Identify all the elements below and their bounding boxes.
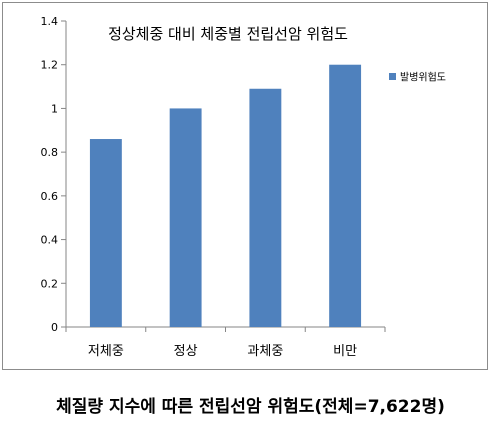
x-axis: 저체중 정상 과체중 비만 <box>65 326 386 359</box>
x-tick-label: 과체중 <box>247 344 283 359</box>
legend-swatch <box>389 73 396 80</box>
y-tick-label: 1.2 <box>41 59 59 72</box>
y-axis: 0 0.2 0.4 0.6 0.8 1 1.2 1.4 <box>41 15 67 334</box>
bar <box>169 108 202 327</box>
x-tick-label: 비만 <box>333 344 357 359</box>
y-tick-label: 1 <box>51 102 58 115</box>
y-tick-label: 0.6 <box>41 190 59 203</box>
x-tick-label: 저체중 <box>88 344 124 359</box>
bar <box>89 139 122 327</box>
y-tick-label: 0.4 <box>41 234 59 247</box>
legend: 발병위험도 <box>389 71 446 84</box>
bar-chart: 정상체중 대비 체중별 전립선암 위험도 0 0.2 0.4 0.6 0.8 1 1.2 1.… <box>41 15 447 359</box>
figure-caption: 체질량 지수에 따른 전립선암 위험도(전체=7,622명) <box>56 397 445 417</box>
y-tick-label: 0.8 <box>41 146 59 159</box>
bar <box>329 64 362 327</box>
y-tick-label: 0.2 <box>41 277 59 290</box>
y-tick-label: 1.4 <box>41 15 59 28</box>
chart-frame: 정상체중 대비 체중별 전립선암 위험도 0 0.2 0.4 0.6 0.8 1 1.2 1.… <box>2 2 488 370</box>
legend-label: 발병위험도 <box>400 71 446 84</box>
bar <box>249 88 282 327</box>
y-tick-label: 0 <box>51 321 58 334</box>
bars <box>89 64 362 327</box>
chart-title: 정상체중 대비 체중별 전립선암 위험도 <box>108 25 348 43</box>
x-tick-label: 정상 <box>174 344 198 359</box>
